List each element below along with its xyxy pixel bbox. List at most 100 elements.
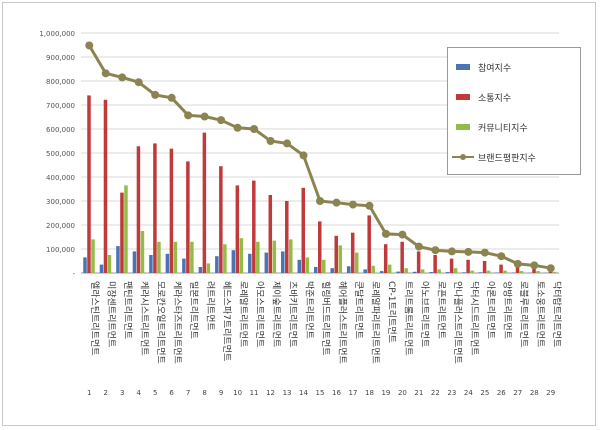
bar-series-1 <box>482 261 487 273</box>
bar-series-0 <box>297 259 302 273</box>
bar-series-2 <box>322 259 326 273</box>
bar-series-2 <box>519 271 524 273</box>
reputation-point <box>316 197 324 205</box>
bar-series-1 <box>268 195 273 273</box>
bar-series-0 <box>445 272 450 273</box>
bar-series-0 <box>363 269 367 273</box>
chart-frame: - 100,000 200,000 300,000 400,000 500,000 600,… <box>2 2 596 426</box>
x-rank-label: 21 <box>414 389 423 397</box>
bar-series-1 <box>169 148 174 273</box>
bar-series-1 <box>449 258 454 273</box>
bar-series-1 <box>416 251 421 273</box>
reputation-point <box>414 242 423 251</box>
bar-series-1 <box>367 215 371 273</box>
bar-series-0 <box>215 256 219 273</box>
reputation-point <box>513 259 522 268</box>
bar-series-2 <box>470 270 474 273</box>
y-tick-label: 1,000,000 <box>39 30 75 38</box>
x-rank-label: 3 <box>120 389 124 397</box>
x-rank-label: 9 <box>219 389 223 397</box>
x-category-label: CP-1트리트먼트 <box>386 281 397 343</box>
y-tick-label: 400,000 <box>46 174 75 182</box>
x-category-label: 로레알트리트먼트 <box>238 281 249 347</box>
x-category-label: 팬틴트리트먼트 <box>122 281 133 339</box>
bar-series-0 <box>462 272 466 273</box>
legend-swatch-communication <box>456 94 470 100</box>
bar-series-2 <box>486 270 491 273</box>
y-tick-label: - <box>72 270 75 278</box>
bar-series-1 <box>466 259 470 273</box>
bar-series-2 <box>289 239 293 273</box>
bar-series-1 <box>301 187 306 273</box>
legend-label-community: 커뮤니티지수 <box>478 123 528 134</box>
bar-series-1 <box>219 166 223 273</box>
x-category-label: 아론트리트먼트 <box>485 281 496 339</box>
reputation-point <box>118 73 127 82</box>
bar-series-2 <box>371 265 375 273</box>
reputation-point <box>299 151 308 160</box>
bar-series-2 <box>338 245 342 273</box>
bar-series-0 <box>412 271 417 273</box>
x-axis-rank-labels: 1 2 3 4 5 6 7 8 9 10 11 12 13 14 15 16 17 18 19 20 21 22 23 24 2… <box>87 389 555 397</box>
y-axis-tick-labels: - 100,000 200,000 300,000 400,000 500,000 600,… <box>39 30 75 278</box>
bar-series-1 <box>136 146 141 273</box>
reputation-point <box>480 248 489 257</box>
x-rank-label: 7 <box>186 389 190 397</box>
x-rank-label: 23 <box>447 389 456 397</box>
bar-series-2 <box>239 238 244 273</box>
x-category-label: 힐링버드트리트먼트 <box>320 281 332 356</box>
bar-series-2 <box>190 241 194 273</box>
y-tick-label: 700,000 <box>46 102 75 110</box>
bar-series-2 <box>107 255 112 273</box>
bar-series-0 <box>429 272 433 273</box>
x-category-label: 헤어플러스트리트먼트 <box>336 281 348 364</box>
reputation-point <box>546 264 555 273</box>
reputation-point <box>431 246 440 255</box>
x-rank-label: 18 <box>365 389 374 397</box>
x-category-label: 케라스타즈트리트먼트 <box>172 281 183 364</box>
legend-label-participation: 참여지수 <box>478 63 512 74</box>
bar-series <box>83 95 557 274</box>
bar-series-1 <box>252 180 256 273</box>
reputation-point <box>398 230 407 239</box>
bar-series-0 <box>182 258 186 273</box>
reputation-point <box>134 78 143 87</box>
bar-series-0 <box>99 264 104 273</box>
x-axis-category-labels: 엘라스틴트리트먼트 미쟝센트리트먼트 팬틴트리트먼트 케라시스트리트먼트 모로칸오일트리… <box>89 281 563 364</box>
bar-series-1 <box>202 132 207 273</box>
bar-series-1 <box>186 161 190 273</box>
x-rank-label: 5 <box>153 389 157 397</box>
bar-series-0 <box>231 250 236 273</box>
bar-series-2 <box>420 269 425 273</box>
legend-item-community: 커뮤니티지수 <box>456 120 528 134</box>
x-category-label: 아모스트리트먼트 <box>254 281 265 347</box>
x-category-label: 안나플러스트리트먼트 <box>452 281 463 364</box>
bar-series-2 <box>223 244 227 273</box>
x-rank-label: 17 <box>349 389 358 397</box>
reputation-point <box>464 247 473 256</box>
bar-series-0 <box>198 267 203 273</box>
x-rank-label: 29 <box>546 389 555 397</box>
x-rank-label: 4 <box>136 389 141 397</box>
bar-series-2 <box>157 241 161 273</box>
bar-series-1 <box>334 235 338 273</box>
reputation-point <box>332 198 341 207</box>
chart-canvas: - 100,000 200,000 300,000 400,000 500,000 600,… <box>39 30 563 397</box>
y-tick-label: 300,000 <box>46 198 75 206</box>
reputation-point <box>283 139 292 148</box>
bar-series-1 <box>103 99 108 273</box>
x-category-label: 밀본트리트먼트 <box>188 281 200 339</box>
bar-series-2 <box>437 269 441 273</box>
bar-series-2 <box>453 268 458 273</box>
legend-swatch-participation <box>456 64 470 70</box>
reputation-point <box>381 229 390 238</box>
x-rank-label: 25 <box>480 389 489 397</box>
bar-series-1 <box>153 143 157 273</box>
x-category-label: 츠바키트리트먼트 <box>287 281 298 347</box>
x-rank-label: 8 <box>202 389 206 397</box>
bar-series-0 <box>314 267 318 273</box>
bar-series-2 <box>305 257 310 273</box>
legend-swatch-brand-reputation <box>452 153 474 161</box>
bar-series-0 <box>396 271 400 273</box>
x-rank-label: 16 <box>332 389 341 397</box>
